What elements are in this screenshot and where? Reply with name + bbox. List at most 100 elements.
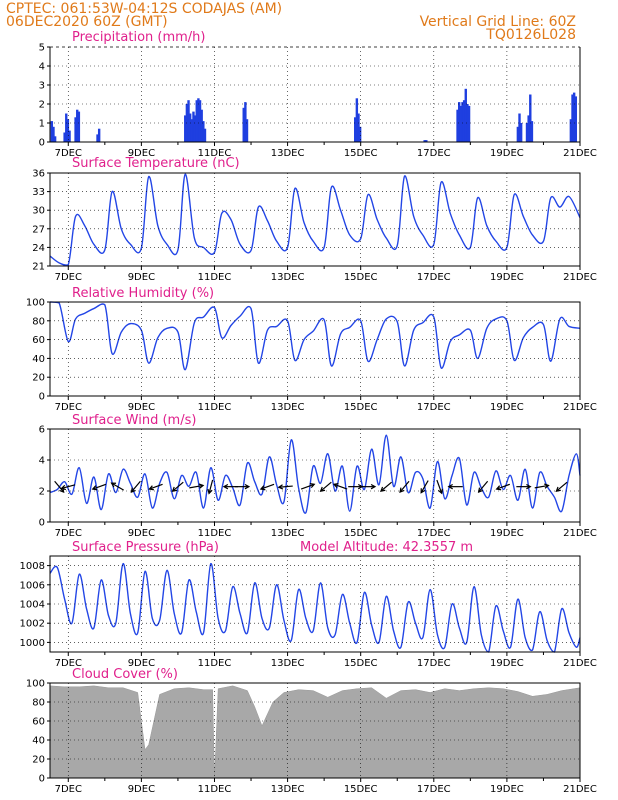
wind-arrow <box>534 483 550 489</box>
wind-arrow <box>555 481 568 492</box>
y-tick-label: 5 <box>39 43 45 54</box>
precip-bar <box>200 109 203 142</box>
cloud-title: Cloud Cover (%) <box>72 667 178 682</box>
x-tick-label: 11DEC <box>198 272 232 283</box>
pressure-title: Surface Pressure (hPa) <box>72 540 219 555</box>
y-tick-label: 2 <box>39 100 45 111</box>
x-tick-label: 21DEC <box>563 272 597 283</box>
precip-bar <box>244 102 247 142</box>
wind-arrow <box>171 481 184 492</box>
y-tick-label: 4 <box>39 456 45 467</box>
precip-bar <box>572 92 576 142</box>
wind-arrow <box>495 483 511 491</box>
y-tick-label: 100 <box>26 298 45 309</box>
precip-bar <box>76 109 79 142</box>
wind-arrow <box>207 479 214 495</box>
precip-bar <box>574 96 577 142</box>
y-tick-label: 24 <box>32 243 45 254</box>
precip-bar <box>357 113 360 142</box>
precip-bar <box>459 105 463 142</box>
x-tick-label: 15DEC <box>344 402 378 413</box>
precip-bar <box>190 119 194 142</box>
y-tick-label: 60 <box>32 717 45 728</box>
precip-bar <box>466 104 469 142</box>
precip-bar <box>195 100 198 142</box>
wind-arrow <box>516 483 532 490</box>
panel-frame <box>49 555 581 653</box>
y-tick-label: 40 <box>32 736 45 747</box>
y-tick-label: 100 <box>26 679 45 690</box>
x-tick-label: 13DEC <box>271 402 305 413</box>
precip-bar <box>527 115 530 142</box>
x-tick-label: 15DEC <box>344 528 378 539</box>
wind-title: Surface Wind (m/s) <box>72 413 196 428</box>
panel-frame <box>49 301 581 397</box>
precip-bar <box>52 126 55 142</box>
x-tick-label: 13DEC <box>271 148 305 159</box>
temperature-title: Surface Temperature (nC) <box>72 156 240 171</box>
x-tick-label: 19DEC <box>490 784 524 795</box>
humidity-title: Relative Humidity (%) <box>72 286 214 301</box>
precip-bar <box>96 134 99 142</box>
y-tick-label: 1002 <box>20 619 45 630</box>
precip-bar <box>97 128 101 142</box>
x-tick-label: 19DEC <box>490 148 524 159</box>
x-tick-label: 9DEC <box>128 658 155 669</box>
x-tick-label: 13DEC <box>271 528 305 539</box>
precip-bar <box>74 117 77 142</box>
precip-bar <box>518 113 521 142</box>
wind-arrow <box>259 483 275 491</box>
wind-arrow <box>361 483 377 490</box>
x-tick-label: 7DEC <box>55 148 82 159</box>
wind-arrow <box>436 479 443 495</box>
precip-bar <box>529 94 532 142</box>
panel-frame <box>49 172 581 267</box>
precip-bar <box>516 126 520 142</box>
x-tick-label: 7DEC <box>55 658 82 669</box>
y-tick-label: 33 <box>32 187 45 198</box>
precip-bar <box>187 100 190 142</box>
date-header: 06DEC2020 60Z (GMT) <box>6 14 168 30</box>
precip-bar <box>354 117 357 142</box>
precip-bar <box>464 88 467 142</box>
y-tick-label: 0 <box>39 392 45 403</box>
y-tick-label: 3 <box>39 81 45 92</box>
x-tick-label: 13DEC <box>271 272 305 283</box>
pressure-series-line <box>49 562 581 653</box>
y-tick-label: 20 <box>32 373 45 384</box>
wind-arrow <box>447 483 463 490</box>
y-tick-label: 60 <box>32 335 45 346</box>
x-tick-label: 17DEC <box>417 272 451 283</box>
station-header: CPTEC: 061:53W-04:12S CODAJAS (AM) <box>6 1 282 17</box>
precip-bar <box>192 111 195 142</box>
y-tick-label: 6 <box>39 425 45 436</box>
x-tick-label: 7DEC <box>55 402 82 413</box>
y-tick-label: 2 <box>39 487 45 498</box>
x-tick-label: 9DEC <box>128 528 155 539</box>
cloud-panel: 0 20 40 60 80 100 7DEC 9DEC 11DEC 13DEC 15DEC 17DEC… <box>26 679 597 796</box>
panel-frame <box>49 428 581 523</box>
precip-bar <box>50 121 54 142</box>
x-tick-label: 19DEC <box>490 528 524 539</box>
x-tick-label: 11DEC <box>198 658 232 669</box>
precip-panel: 0 1 2 3 4 5 7DEC 9DEC 11DEC 13DEC 15DEC 17DEC 19DEC 2… <box>39 43 597 160</box>
x-tick-label: 13DEC <box>271 658 305 669</box>
precip-bar <box>525 123 529 142</box>
x-tick-label: 15DEC <box>344 272 378 283</box>
x-tick-label: 17DEC <box>417 402 451 413</box>
x-tick-label: 15DEC <box>344 148 378 159</box>
humidity-panel: 0 20 40 60 80 100 7DEC 9DEC 11DEC 13DEC 15DEC 17DEC… <box>26 298 597 414</box>
precip-bar <box>203 128 207 142</box>
x-tick-label: 21DEC <box>563 528 597 539</box>
wind-arrow <box>348 483 364 490</box>
precip-bar <box>242 107 245 142</box>
y-tick-label: 20 <box>32 755 45 766</box>
x-tick-label: 13DEC <box>271 784 305 795</box>
x-tick-label: 19DEC <box>490 402 524 413</box>
precip-bar <box>184 115 187 142</box>
precip-bar <box>519 123 523 142</box>
y-tick-label: 30 <box>32 206 45 217</box>
x-tick-label: 9DEC <box>128 402 155 413</box>
x-tick-label: 21DEC <box>563 784 597 795</box>
